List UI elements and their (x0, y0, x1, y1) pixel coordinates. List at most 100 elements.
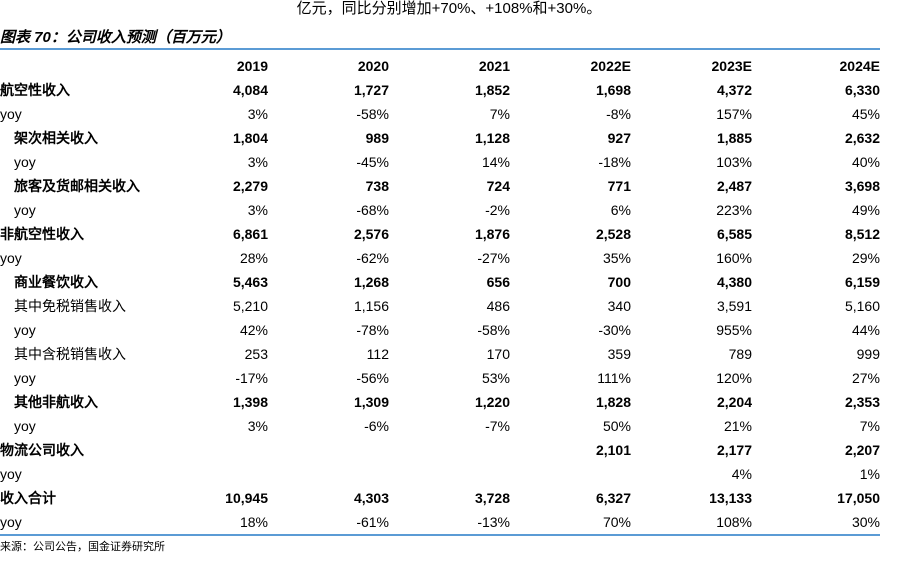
value-cell: 724 (486, 178, 510, 194)
value-cell: 108% (631, 510, 752, 536)
value-cell: -27% (477, 250, 510, 266)
value-cell: 3,591 (716, 298, 752, 314)
value-cell: -62% (356, 250, 389, 266)
value-cell: 3,728 (474, 490, 510, 506)
row-label: 收入合计 (0, 490, 56, 506)
value-cell: 5,160 (844, 298, 880, 314)
value-cell: 2,101 (595, 442, 631, 458)
value-cell: 1,852 (474, 82, 510, 98)
value-cell: -58% (477, 322, 510, 338)
value-cell: 5,463 (232, 274, 268, 290)
value-cell: -30% (598, 322, 631, 338)
value-cell: -58% (356, 106, 389, 122)
row-label: yoy (0, 250, 22, 266)
value-cell: 2,207 (844, 442, 880, 458)
value-cell: 1,804 (232, 130, 268, 146)
value-cell: 4,380 (716, 274, 752, 290)
value-cell: 2,576 (353, 226, 389, 242)
value-cell (268, 462, 389, 486)
value-cell: 27% (851, 370, 880, 386)
value-cell (510, 462, 631, 486)
header-cell (0, 54, 150, 78)
value-cell: 2,353 (844, 394, 880, 410)
value-cell: 40% (851, 154, 880, 170)
value-cell: 157% (716, 106, 752, 122)
table-row: yoy 18% -61% -13% 70% 108% 30% (0, 510, 880, 536)
value-cell: 112 (366, 346, 389, 362)
row-label: 旅客及货邮相关收入 (14, 178, 140, 194)
row-label: yoy (14, 418, 36, 434)
value-cell (268, 438, 389, 462)
value-cell (389, 438, 510, 462)
value-cell: 1,698 (595, 82, 631, 98)
value-cell: 6,585 (716, 226, 752, 242)
value-cell: 170 (486, 346, 510, 362)
value-cell: 49% (851, 202, 880, 218)
value-cell: -45% (356, 154, 389, 170)
table-row: 航空性收入 4,084 1,727 1,852 1,698 4,372 6,330 (0, 78, 880, 102)
value-cell: 44% (851, 322, 880, 338)
row-label: 商业餐饮收入 (14, 274, 98, 290)
value-cell: 29% (851, 250, 880, 266)
value-cell: 70% (510, 510, 631, 536)
value-cell: 4,303 (353, 490, 389, 506)
table-row: 非航空性收入 6,861 2,576 1,876 2,528 6,585 8,512 (0, 222, 880, 246)
value-cell: 5,210 (232, 298, 268, 314)
value-cell: 120% (716, 370, 752, 386)
value-cell: 8,512 (844, 226, 880, 242)
table-header-row: 2019 2020 2021 2022E 2023E 2024E (0, 54, 880, 78)
table-row: 其中免税销售收入 5,210 1,156 486 340 3,591 5,160 (0, 294, 880, 318)
row-label: 其中含税销售收入 (14, 346, 126, 362)
value-cell: -18% (598, 154, 631, 170)
value-cell: 21% (723, 418, 752, 434)
value-cell: -13% (389, 510, 510, 536)
table-row: 商业餐饮收入 5,463 1,268 656 700 4,380 6,159 (0, 270, 880, 294)
value-cell: 3% (247, 202, 268, 218)
row-label: yoy (0, 510, 150, 536)
value-cell: 6,159 (844, 274, 880, 290)
value-cell: 45% (851, 106, 880, 122)
row-label: yoy (0, 106, 22, 122)
value-cell: 30% (752, 510, 880, 536)
table-row: yoy 3% -6% -7% 50% 21% 7% (0, 414, 880, 438)
value-cell: 1% (859, 466, 880, 482)
header-cell: 2021 (478, 58, 510, 74)
table-row: 旅客及货邮相关收入 2,279 738 724 771 2,487 3,698 (0, 174, 880, 198)
value-cell: 3% (247, 418, 268, 434)
value-cell: 14% (481, 154, 510, 170)
table-row: 物流公司收入 2,101 2,177 2,207 (0, 438, 880, 462)
value-cell: 1,727 (353, 82, 389, 98)
value-cell: 103% (716, 154, 752, 170)
revenue-forecast-table: 2019 2020 2021 2022E 2023E 2024E 航空性收入 4,… (0, 54, 880, 536)
source-note: 来源：公司公告，国金证券研究所 (0, 541, 165, 553)
value-cell: 4% (731, 466, 752, 482)
value-cell: 3% (247, 154, 268, 170)
row-label: 其他非航收入 (14, 394, 98, 410)
value-cell: -6% (364, 418, 389, 434)
header-cell: 2019 (236, 58, 268, 74)
value-cell: 253 (244, 346, 268, 362)
value-cell: 160% (716, 250, 752, 266)
table-row: yoy 3% -45% 14% -18% 103% 40% (0, 150, 880, 174)
value-cell: -2% (485, 202, 510, 218)
value-cell: 6,330 (844, 82, 880, 98)
row-label: 架次相关收入 (14, 130, 98, 146)
row-label: yoy (14, 322, 36, 338)
value-cell: 6,861 (232, 226, 268, 242)
value-cell: 1,220 (474, 394, 510, 410)
value-cell: -78% (356, 322, 389, 338)
value-cell: 35% (602, 250, 631, 266)
value-cell: 927 (607, 130, 631, 146)
value-cell: 2,279 (232, 178, 268, 194)
value-cell: 700 (607, 274, 631, 290)
value-cell: 223% (716, 202, 752, 218)
value-cell: 2,177 (716, 442, 752, 458)
value-cell: 955% (716, 322, 752, 338)
row-label: 航空性收入 (0, 82, 70, 98)
value-cell: 1,885 (716, 130, 752, 146)
value-cell: 28% (239, 250, 268, 266)
value-cell (150, 438, 268, 462)
value-cell: 13,133 (709, 490, 752, 506)
row-label: yoy (14, 370, 36, 386)
value-cell: 3,698 (844, 178, 880, 194)
